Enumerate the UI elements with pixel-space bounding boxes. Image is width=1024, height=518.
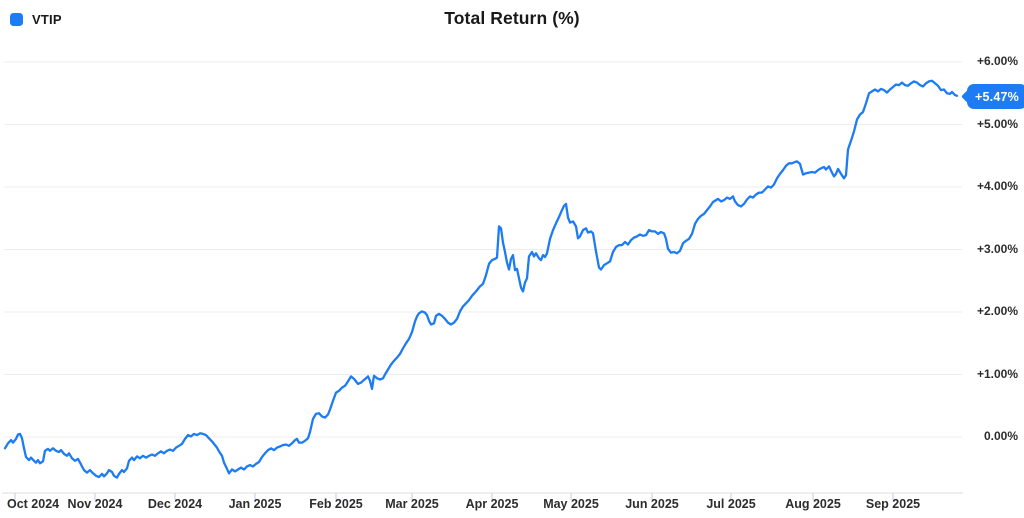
y-axis-label: +5.00%	[976, 116, 1018, 131]
x-axis-label: Jul 2025	[706, 497, 756, 511]
chart-title: Total Return (%)	[444, 8, 580, 28]
x-axis-label: Feb 2025	[309, 497, 363, 511]
x-axis-label: Jun 2025	[625, 497, 679, 511]
x-axis-label: Oct 2024	[7, 497, 60, 511]
y-axis-label: +1.00%	[976, 366, 1018, 381]
x-axis-label: Sep 2025	[865, 497, 921, 511]
x-axis-label: Dec 2024	[147, 497, 203, 511]
legend-series-label: VTIP	[32, 12, 62, 27]
x-axis-label: Mar 2025	[385, 497, 439, 511]
legend: VTIP	[10, 12, 62, 27]
x-axis-label: Nov 2024	[67, 497, 123, 511]
x-axis-label: Apr 2025	[465, 497, 519, 511]
current-value-badge: +5.47%	[967, 84, 1024, 109]
y-axis-label: +2.00%	[976, 304, 1018, 318]
y-axis-label: +3.00%	[976, 241, 1018, 256]
x-axis-label: Aug 2025	[785, 497, 841, 511]
x-axis-label: Jan 2025	[228, 497, 282, 511]
y-axis-label: +4.00%	[976, 179, 1018, 193]
x-axis-label: May 2025	[543, 497, 599, 511]
y-axis-label: 0.00%	[983, 429, 1018, 443]
legend-swatch-icon	[10, 13, 23, 26]
vtip-series-line	[3, 79, 959, 479]
y-axis-label: +6.00%	[976, 54, 1018, 68]
